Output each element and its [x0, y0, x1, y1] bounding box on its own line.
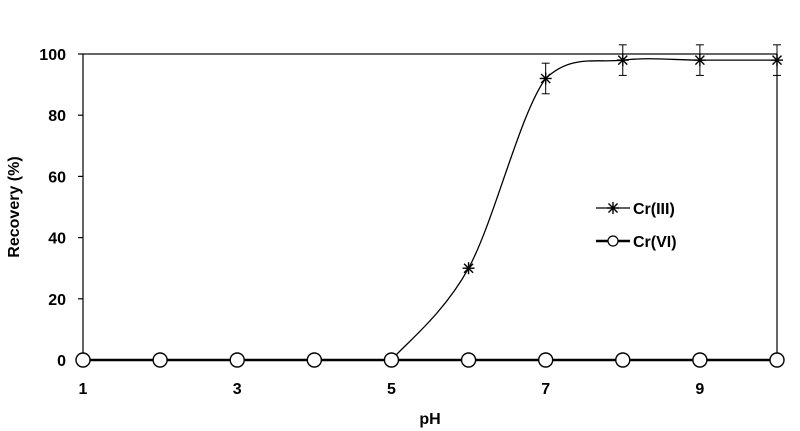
- x-axis-title: pH: [419, 411, 440, 428]
- data-point-cr-vi: [769, 352, 785, 368]
- legend-star-marker-icon: [607, 202, 619, 214]
- x-tick-label: 1: [79, 381, 88, 398]
- star-stroke: [694, 55, 705, 66]
- y-tick-label: 100: [39, 47, 66, 64]
- data-point-cr-vi: [537, 352, 554, 368]
- data-point-cr-iii: [616, 54, 629, 67]
- data-point-cr-vi: [692, 352, 708, 368]
- data-point-cr-iii: [771, 54, 783, 67]
- series-line-cr-iii: [390, 58, 777, 361]
- star-stroke: [617, 55, 628, 66]
- y-tick-label: 20: [48, 292, 66, 309]
- x-axis-ticks: 1 3 5 7 9: [79, 360, 778, 398]
- data-point-cr-vi: [615, 352, 631, 368]
- y-tick-label: 40: [48, 231, 66, 248]
- x-tick-label: 5: [387, 381, 396, 398]
- y-tick-label: 80: [48, 108, 66, 125]
- data-point-cr-iii: [539, 72, 552, 85]
- series-layer: [75, 44, 785, 368]
- data-point-cr-vi: [306, 352, 323, 368]
- star-stroke: [772, 55, 782, 66]
- x-tick-label: 9: [695, 381, 704, 398]
- data-point-cr-iii: [462, 262, 475, 275]
- star-stroke: [463, 263, 474, 274]
- legend-star-glyph: [607, 202, 619, 214]
- y-tick-label: 0: [57, 353, 66, 370]
- y-axis-title: Recovery (%): [6, 156, 23, 257]
- y-axis-ticks: 0 20 40 60 80 100: [39, 47, 83, 370]
- data-point-cr-vi: [383, 352, 400, 368]
- legend-label-cr-iii: Cr(III): [633, 201, 675, 218]
- data-point-cr-vi: [229, 352, 245, 368]
- x-tick-label: 7: [541, 381, 550, 398]
- data-point-cr-vi: [460, 352, 477, 368]
- y-tick-label: 60: [48, 169, 66, 186]
- data-point-cr-vi: [75, 352, 91, 368]
- star-stroke: [608, 203, 618, 213]
- star-stroke: [540, 73, 551, 84]
- data-point-cr-iii: [693, 54, 706, 67]
- x-tick-label: 3: [233, 381, 242, 398]
- legend-label-cr-vi: Cr(VI): [633, 234, 677, 251]
- legend: Cr(III) Cr(VI): [596, 201, 677, 251]
- data-point-cr-vi: [152, 352, 168, 368]
- legend-circle-marker-icon: [607, 235, 619, 247]
